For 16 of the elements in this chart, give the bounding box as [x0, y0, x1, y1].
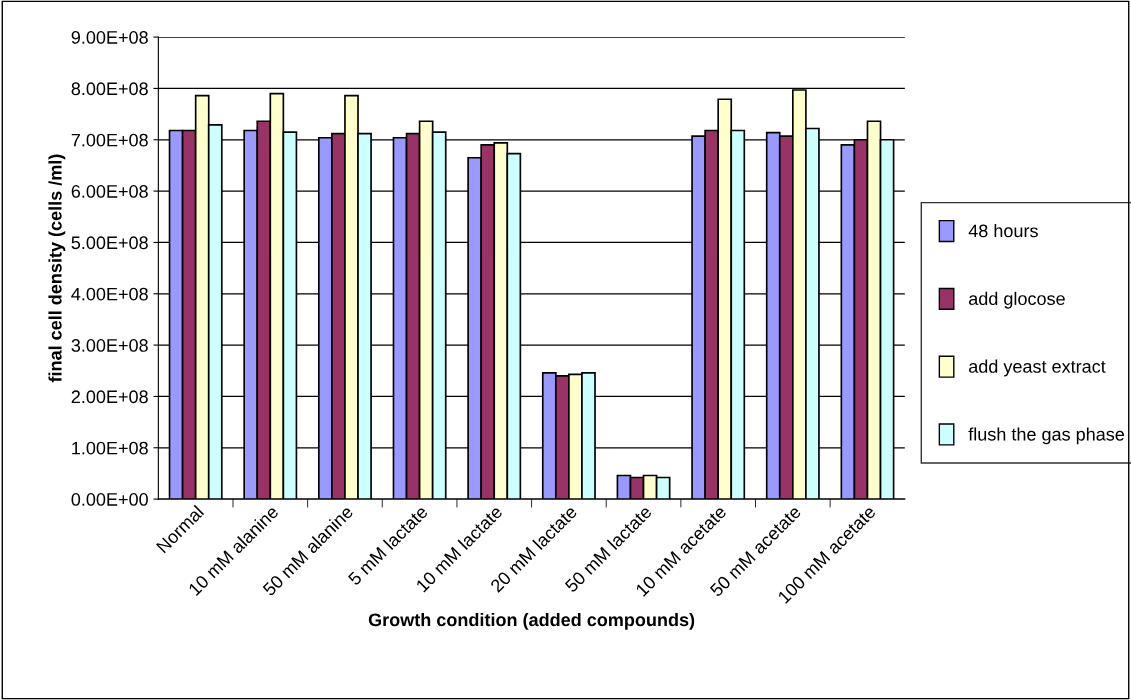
legend-label: add glocose: [969, 291, 1065, 309]
y-tick-label: 9.00E+08: [71, 31, 148, 44]
y-tick-label: 6.00E+08: [71, 185, 148, 198]
y-tick-label: 5.00E+08: [71, 236, 148, 250]
y-axis-title: final cell density (cells /ml): [48, 154, 66, 383]
x-axis-title: Growth condition (added compounds): [368, 612, 695, 630]
legend-label: add yeast extract: [969, 359, 1106, 377]
y-tick-label: 0.00E+00: [71, 493, 148, 506]
y-tick-label: 7.00E+08: [71, 133, 148, 147]
legend-label: flush the gas phase: [968, 427, 1125, 445]
y-tick-label: 8.00E+08: [71, 82, 148, 96]
y-tick-label: 3.00E+08: [71, 339, 148, 352]
y-tick-label: 2.00E+08: [71, 390, 148, 404]
legend-label: 48 hours: [968, 224, 1038, 238]
y-tick-label: 1.00E+08: [72, 441, 148, 455]
y-tick-label: 4.00E+08: [71, 287, 148, 301]
